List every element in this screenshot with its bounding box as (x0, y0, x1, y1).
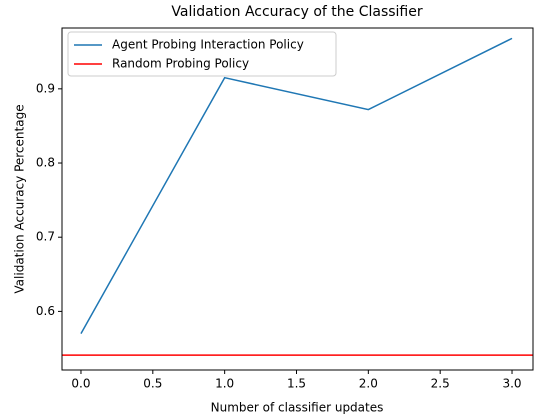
x-tick-label: 1.0 (215, 377, 234, 391)
series-line (80, 37, 513, 335)
y-tick-label: 0.9 (36, 81, 55, 95)
x-tick-label: 3.0 (502, 377, 521, 391)
x-tick-label: 2.0 (359, 377, 378, 391)
x-tick-label: 0.5 (143, 377, 162, 391)
x-tick-label: 0.0 (71, 377, 90, 391)
chart-title: Validation Accuracy of the Classifier (171, 4, 422, 20)
y-tick-label: 0.6 (36, 304, 55, 318)
legend-label: Agent Probing Interaction Policy (112, 38, 304, 52)
x-tick-label: 1.5 (287, 377, 306, 391)
legend-label: Random Probing Policy (112, 57, 249, 71)
plot-frame (61, 27, 534, 371)
y-tick-label: 0.7 (36, 230, 55, 244)
y-axis-label: Validation Accuracy Percentage (13, 104, 27, 293)
y-tick-label: 0.8 (36, 156, 55, 170)
legend-box (67, 31, 337, 77)
x-tick-label: 2.5 (431, 377, 450, 391)
x-axis-label: Number of classifier updates (211, 401, 384, 415)
